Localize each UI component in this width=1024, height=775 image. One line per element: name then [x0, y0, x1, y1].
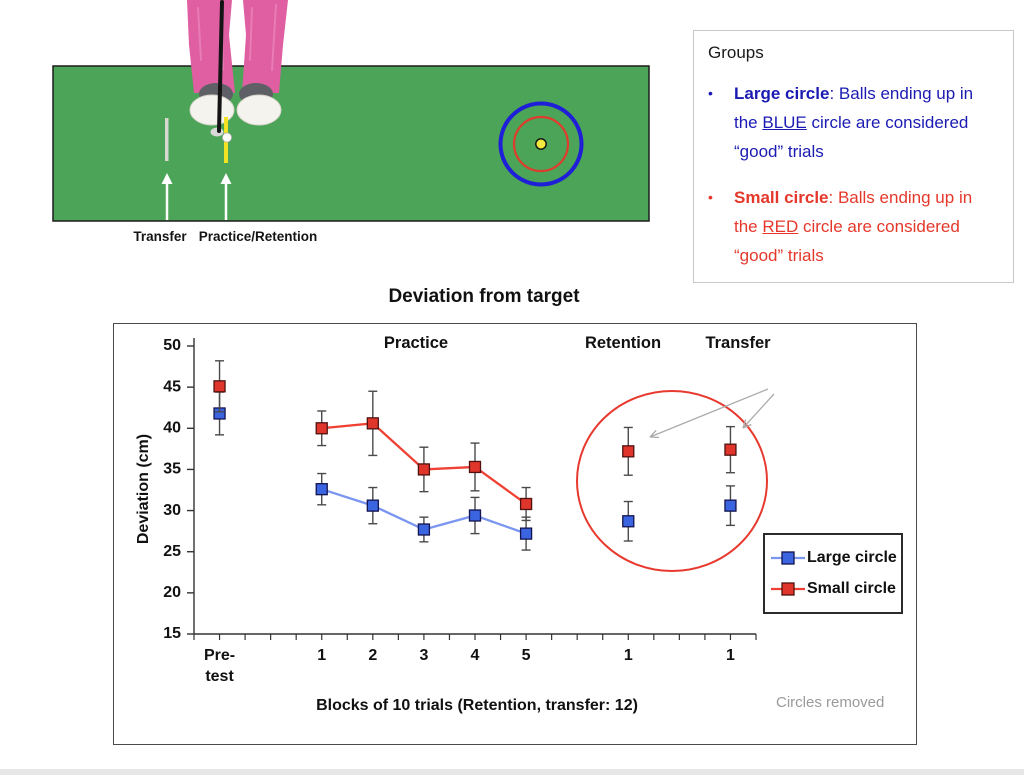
group-item-lead: Large circle — [734, 84, 830, 103]
annotation-arrow-icon — [742, 393, 775, 429]
data-point — [519, 527, 533, 540]
x-tick-label: 1 — [726, 647, 735, 664]
chart-area: 15 20 25 30 35 40 45 50 Pre-test 1 2 3 4 5 1 1 Practice… — [113, 323, 917, 745]
phase-label-retention: Retention — [584, 334, 662, 352]
data-point — [468, 509, 482, 522]
y-tick-label: 25 — [163, 543, 181, 560]
target — [498, 101, 584, 187]
putting-green-illustration — [52, 0, 650, 222]
group-item-small-circle: • Small circle: Balls ending up in the R… — [708, 183, 999, 270]
legend-label: Small circle — [807, 580, 896, 598]
data-point — [724, 499, 737, 512]
x-tick-label: 1 — [624, 647, 633, 664]
right-shoe — [236, 94, 282, 126]
data-point — [366, 499, 379, 512]
group-item-pre: : Balls ending up in the — [734, 84, 974, 132]
groups-title: Groups — [708, 43, 764, 62]
data-point — [366, 417, 379, 430]
data-point — [213, 380, 226, 393]
right-leg — [242, 0, 288, 93]
practice-retention-label: Practice/Retention — [198, 229, 318, 244]
group-item-post: circle are considered “good” trials — [734, 217, 960, 265]
y-tick-label: 45 — [163, 378, 181, 395]
y-tick-label: 30 — [163, 502, 181, 519]
x-axis-title: Blocks of 10 trials (Retention, transfer… — [316, 697, 638, 714]
phase-label-transfer: Transfer — [705, 334, 771, 352]
transfer-arrow-head — [161, 173, 173, 184]
data-point — [417, 463, 431, 476]
left-shoe — [189, 94, 235, 126]
groups-box: Groups • Large circle: Balls ending up i… — [693, 30, 1014, 283]
y-tick-label: 35 — [163, 461, 181, 478]
golf-shoes — [189, 83, 282, 126]
practice-arrow-icon — [220, 173, 232, 220]
data-point — [622, 445, 635, 458]
data-point — [468, 460, 482, 474]
series-large-circle — [213, 391, 737, 551]
target-red-circle — [512, 115, 570, 173]
golf-ball — [221, 132, 232, 143]
data-point — [315, 422, 328, 435]
legend-marker-small-icon — [771, 582, 805, 596]
chart-title: Deviation from target — [388, 286, 580, 307]
data-point — [315, 483, 328, 496]
group-item-lead: Small circle — [734, 188, 829, 207]
bullet-icon: • — [708, 85, 713, 101]
circles-removed-annotation: Circles removed — [776, 694, 885, 711]
left-leg — [187, 0, 235, 93]
x-tick-label: Pre-test — [204, 647, 235, 685]
x-tick-label: 4 — [471, 647, 480, 664]
y-tick-label: 20 — [163, 584, 181, 601]
golf-club — [217, 0, 224, 133]
group-item-text: Large circle: Balls ending up in the BLU… — [734, 79, 996, 166]
transfer-position-marker — [165, 118, 169, 161]
target-blue-circle — [498, 101, 584, 187]
group-item-underlined: RED — [762, 217, 799, 236]
circles-removed-ellipse — [576, 390, 768, 572]
y-tick-label: 40 — [163, 420, 181, 437]
x-tick-label: 1 — [317, 647, 326, 664]
x-tick-label: 5 — [522, 647, 531, 664]
phase-label-practice: Practice — [383, 334, 449, 352]
bottom-divider — [0, 769, 1024, 775]
legend-label: Large circle — [807, 548, 897, 566]
target-ball — [535, 138, 547, 150]
putting-green — [52, 65, 650, 222]
y-tick-label: 50 — [163, 337, 181, 354]
group-item-large-circle: • Large circle: Balls ending up in the B… — [708, 79, 999, 166]
data-point — [519, 497, 533, 511]
y-axis-title: Deviation (cm) — [135, 433, 152, 545]
practice-arrow-head — [220, 173, 232, 184]
data-point — [622, 515, 635, 528]
legend-marker-large-icon — [771, 551, 805, 565]
data-point — [724, 443, 737, 456]
legend-item-small-circle: Small circle — [771, 580, 901, 598]
legend-item-large-circle: Large circle — [771, 549, 901, 567]
x-tick-label: 3 — [419, 647, 428, 664]
group-item-underlined: BLUE — [762, 113, 807, 132]
transfer-arrow-icon — [161, 173, 173, 220]
y-tick-label: 15 — [163, 625, 181, 642]
chart-legend: Large circle Small circle — [763, 533, 903, 614]
x-tick-label: 2 — [368, 647, 377, 664]
bullet-icon: • — [708, 189, 713, 205]
group-item-text: Small circle: Balls ending up in the RED… — [734, 183, 996, 270]
group-item-post: circle are considered “good” trials — [734, 113, 969, 161]
annotation-arrow-icon — [649, 388, 769, 439]
group-item-pre: : Balls ending up in the — [734, 188, 973, 236]
club-head — [210, 127, 224, 137]
series-small-circle — [213, 360, 737, 522]
transfer-label: Transfer — [133, 229, 187, 244]
data-point — [417, 523, 431, 536]
